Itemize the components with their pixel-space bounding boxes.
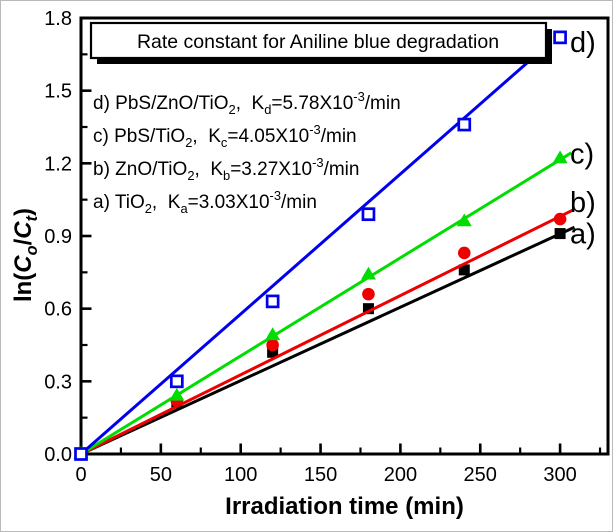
marker-filled-square xyxy=(458,264,470,276)
legend-line-1: c) PbS/TiO2, Kc=4.05X10-3/min xyxy=(93,122,357,150)
series-b: b) xyxy=(74,187,596,461)
y-tick-label: 1.5 xyxy=(44,81,72,103)
marker-filled-triangle xyxy=(552,150,568,164)
series-tag-c: c) xyxy=(570,138,594,170)
series-tag-a: a) xyxy=(570,218,596,250)
legend-line-3: a) TiO2, Ka=3.03X10-3/min xyxy=(93,188,317,216)
x-tick-label: 200 xyxy=(384,464,417,486)
y-tick-label: 0.6 xyxy=(44,299,72,321)
plot-border xyxy=(79,16,610,456)
marker-filled-circle xyxy=(457,246,471,260)
chart-title: Rate constant for Aniline blue degradati… xyxy=(137,31,499,53)
marker-filled-triangle xyxy=(360,266,376,280)
y-tick-label: 0.9 xyxy=(44,226,72,248)
y-tick-label: 0.0 xyxy=(44,444,72,466)
x-tick-label: 300 xyxy=(543,464,576,486)
marker-filled-circle xyxy=(266,338,279,352)
marker-open-square xyxy=(457,117,472,132)
marker-open-square xyxy=(74,447,88,461)
x-tick-label: 0 xyxy=(75,464,86,486)
legend-line-2: b) ZnO/TiO2, Kb=3.27X10-3/min xyxy=(93,155,359,183)
marker-filled-circle xyxy=(553,212,567,226)
legend: d) PbS/ZnO/TiO2, Kd=5.78X10-3/min c) PbS/… xyxy=(93,89,401,216)
x-axis-title: Irradiation time (min) xyxy=(225,493,464,520)
x-tick-label: 250 xyxy=(464,464,497,486)
fit-line-a xyxy=(80,225,576,456)
marker-open-square xyxy=(553,30,567,45)
x-tick-label: 50 xyxy=(150,464,172,486)
x-tick-label: 100 xyxy=(224,464,257,486)
series-tag-d: d) xyxy=(570,27,596,59)
y-axis-title: ln(Co/Ct) xyxy=(10,208,41,302)
marker-filled-triangle xyxy=(169,387,185,401)
fit-line-c xyxy=(80,151,573,456)
series-d: d) xyxy=(74,27,596,461)
x-tick-label: 150 xyxy=(304,464,337,486)
title-box: Rate constant for Aniline blue degradati… xyxy=(89,21,552,64)
y-tick-label: 1.8 xyxy=(44,8,72,30)
marker-open-square xyxy=(169,374,184,389)
legend-line-0: d) PbS/ZnO/TiO2, Kd=5.78X10-3/min xyxy=(93,89,401,117)
series-tag-b: b) xyxy=(570,187,596,219)
fit-line-b xyxy=(80,208,574,456)
marker-filled-square xyxy=(554,228,566,240)
series-c: c) xyxy=(73,138,594,459)
y-tick-label: 1.2 xyxy=(44,153,72,175)
title-box-frame xyxy=(89,21,548,60)
marker-filled-square xyxy=(267,346,279,358)
marker-filled-circle xyxy=(362,287,375,301)
series-a: a) xyxy=(75,218,596,460)
marker-open-square xyxy=(265,294,280,309)
marker-open-square xyxy=(361,207,376,222)
marker-filled-triangle xyxy=(456,213,472,227)
y-tick-label: 0.3 xyxy=(44,371,72,393)
marker-filled-triangle xyxy=(265,327,281,341)
marker-filled-square xyxy=(362,303,374,315)
fit-line-d xyxy=(80,42,550,456)
